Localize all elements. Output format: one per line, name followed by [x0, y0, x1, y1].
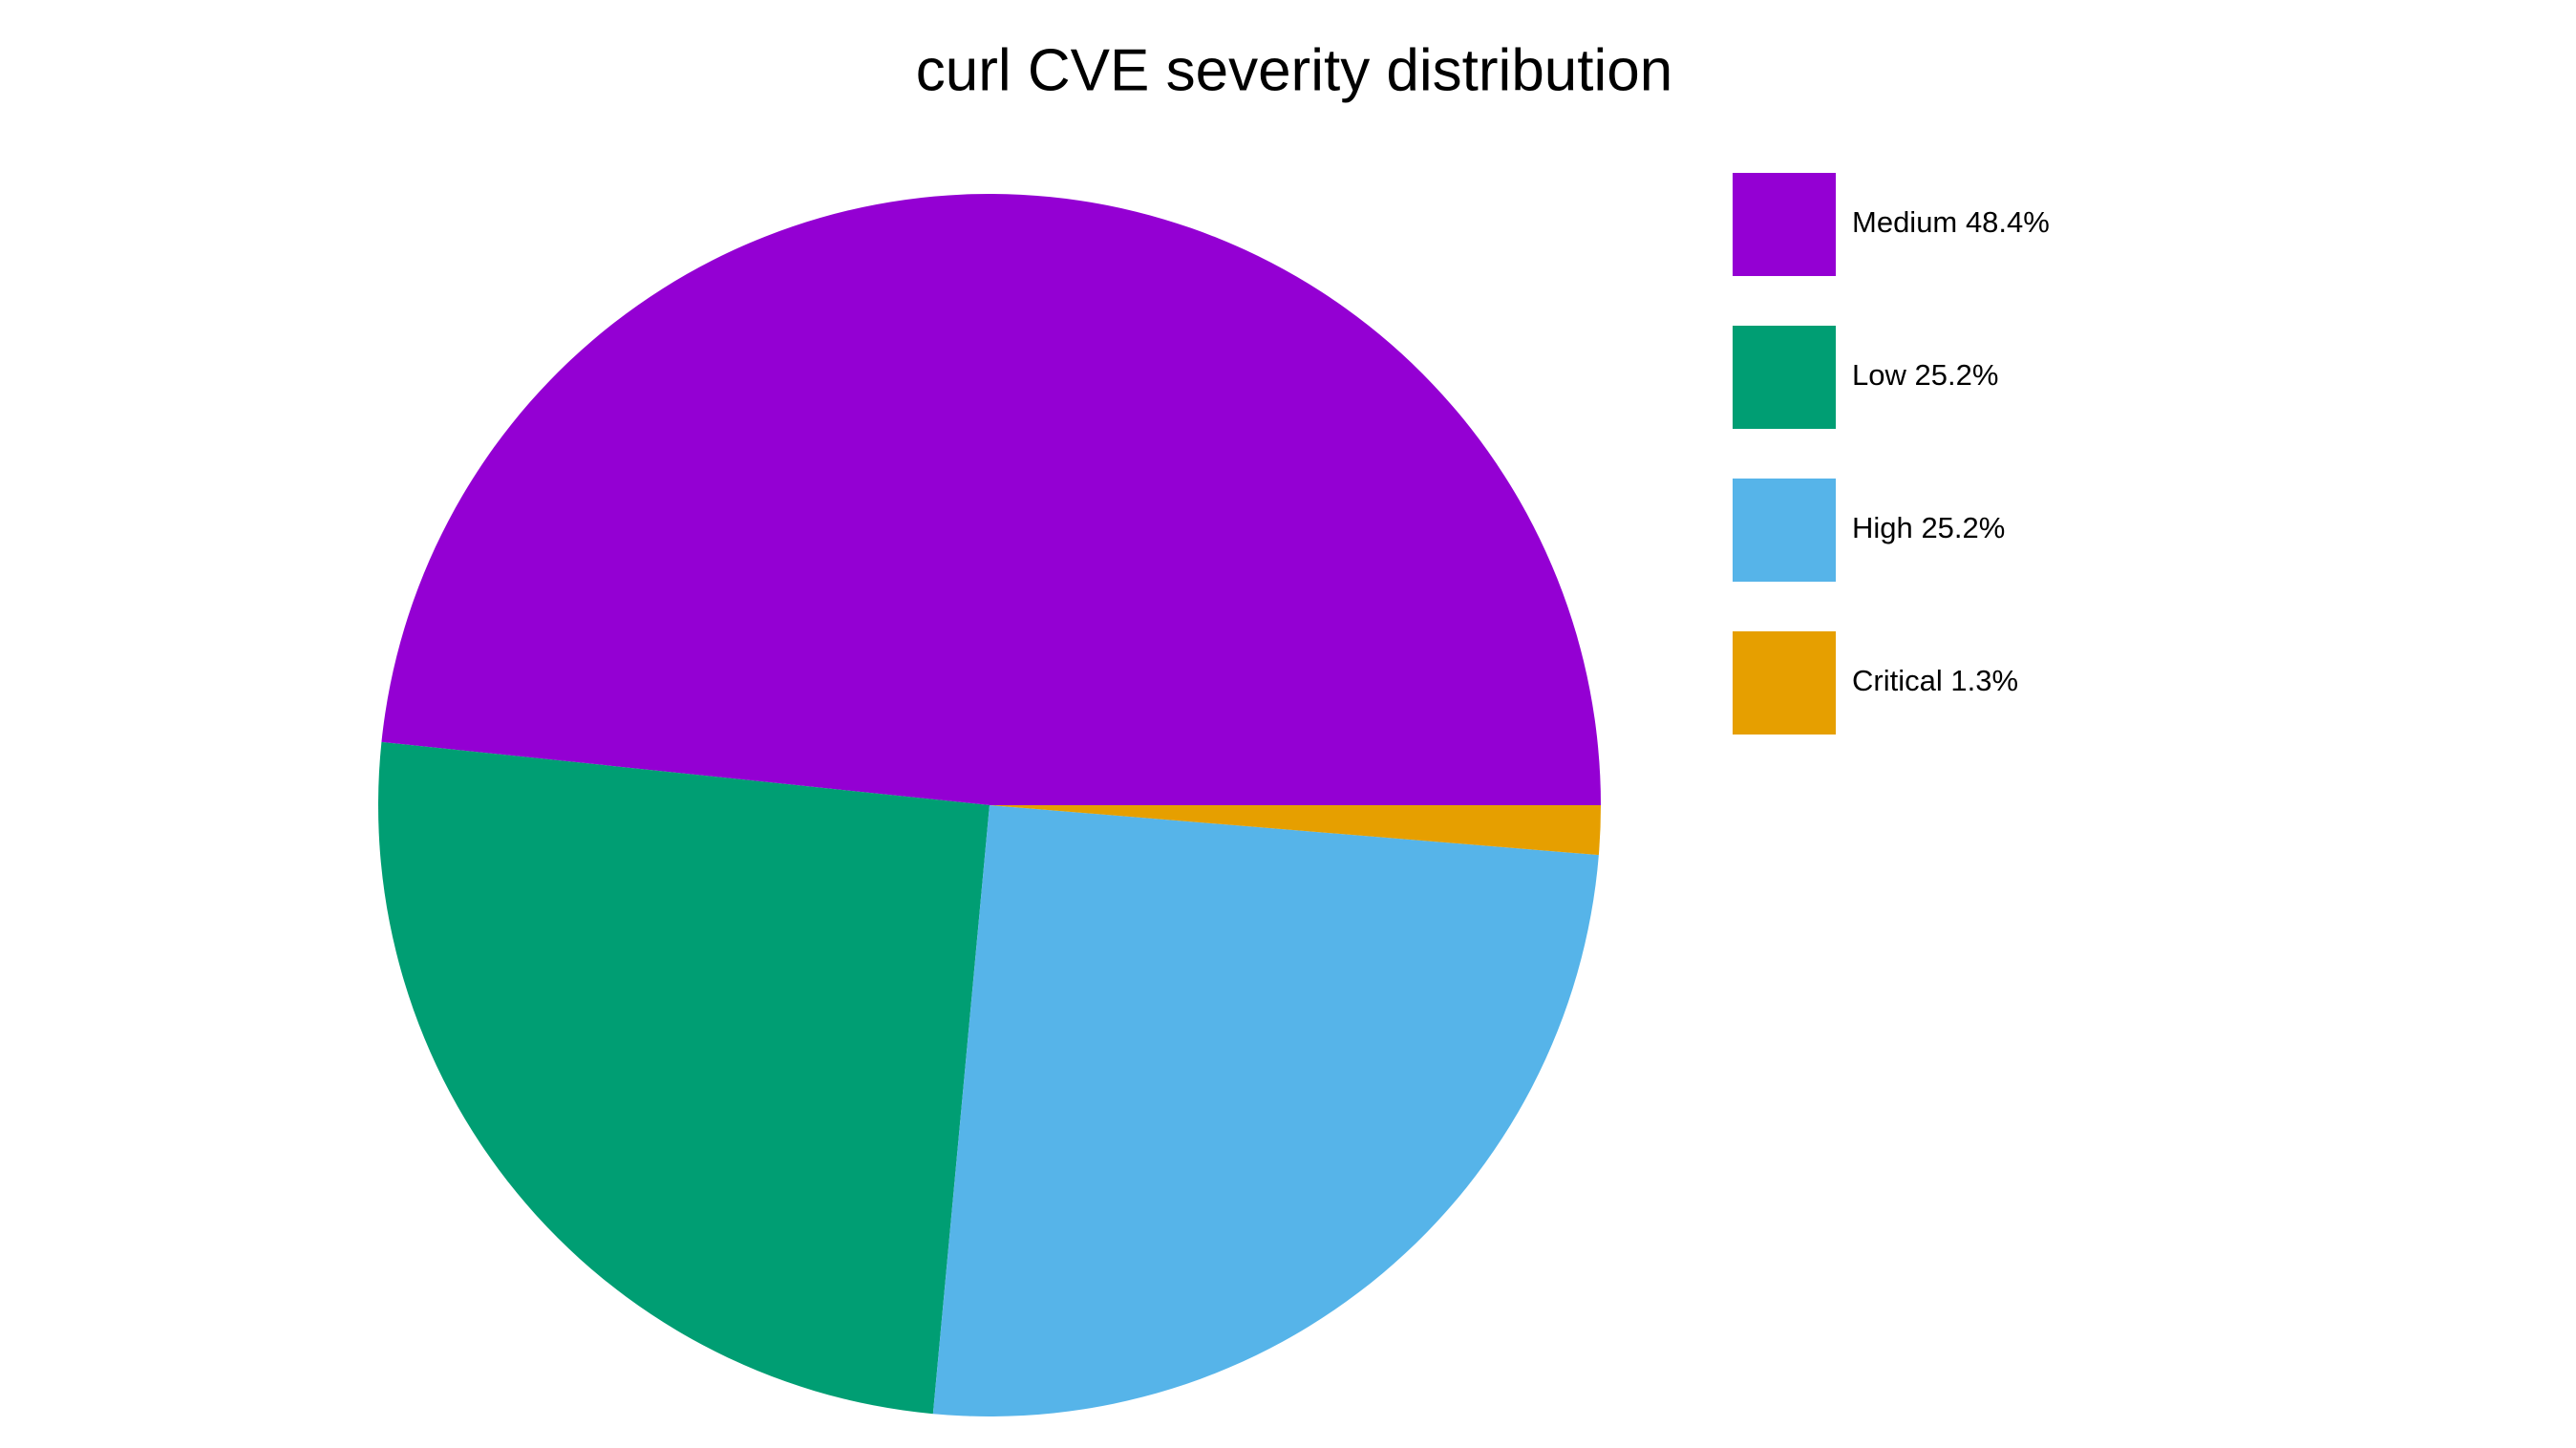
legend-category: Medium [1852, 205, 1957, 239]
legend-value: 25.2% [1915, 358, 1999, 392]
legend-value: 25.2% [1921, 511, 2005, 544]
chart-title: curl CVE severity distribution [916, 37, 1673, 103]
pie-slice [381, 193, 1601, 806]
legend-label: Critical 1.3% [1852, 664, 2018, 697]
legend-label: Low 25.2% [1852, 358, 1998, 392]
pie-slice [378, 741, 990, 1415]
legend-value: 1.3% [1950, 664, 2018, 697]
legend-category: Critical [1852, 664, 1943, 697]
legend-category: Low [1852, 358, 1906, 392]
legend-swatch [1733, 479, 1836, 582]
legend-value: 48.4% [1966, 205, 2050, 239]
pie-slice [932, 805, 1599, 1416]
legend-swatch [1733, 173, 1836, 276]
legend-label: High 25.2% [1852, 511, 2005, 544]
pie-slice [990, 805, 1601, 856]
legend-label: Medium 48.4% [1852, 205, 2050, 239]
legend-swatch [1733, 326, 1836, 429]
legend-swatch [1733, 631, 1836, 735]
legend-category: High [1852, 511, 1913, 544]
